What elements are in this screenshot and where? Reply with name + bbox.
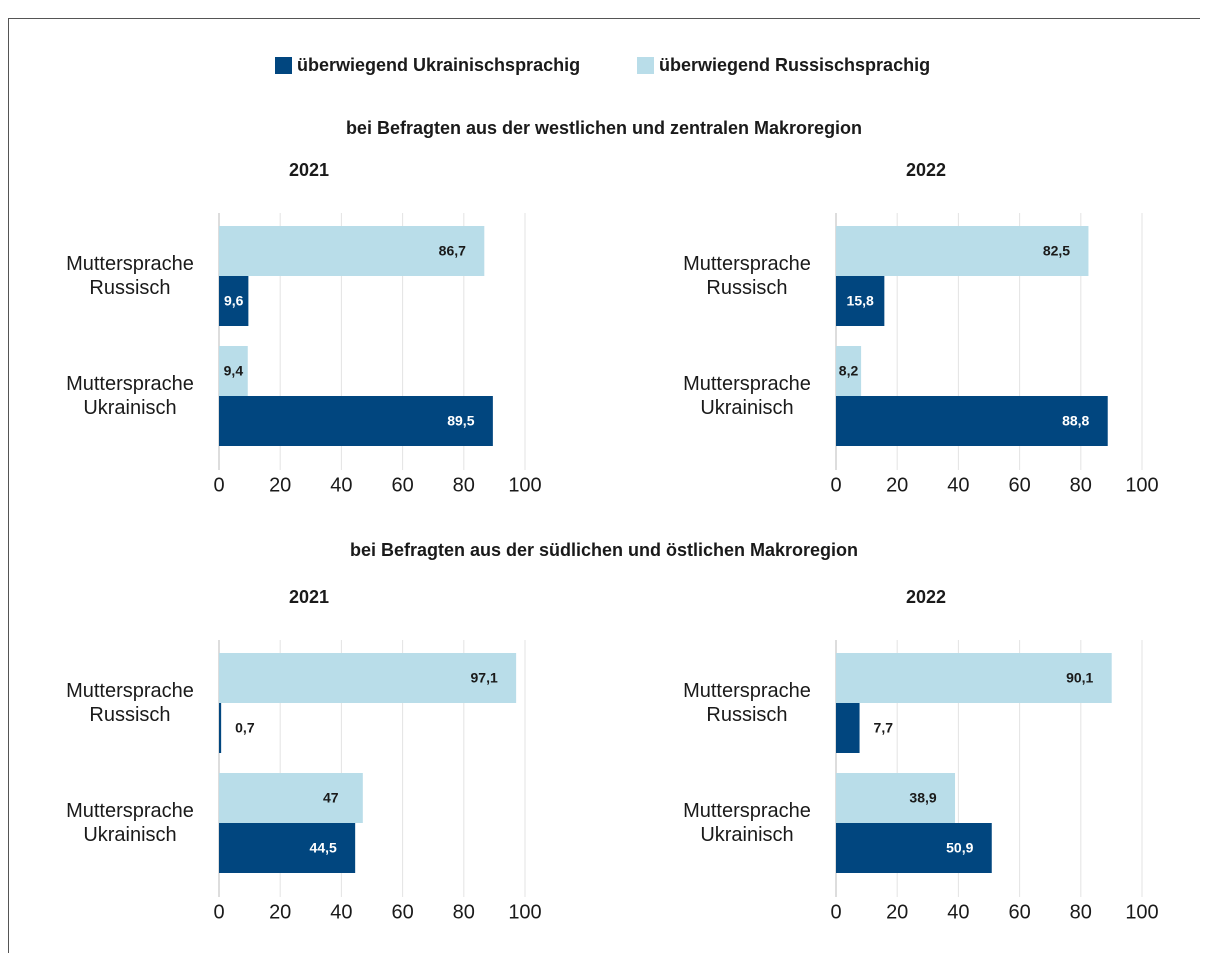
x-tick-label: 60 (391, 901, 413, 923)
x-tick-label: 40 (947, 901, 969, 923)
data-label: 0,7 (235, 720, 255, 736)
y-tick-label: Muttersprache Russisch (66, 680, 194, 726)
data-label: 88,8 (1062, 413, 1089, 429)
legend-swatch (637, 57, 654, 74)
bar (836, 703, 860, 753)
bar (219, 396, 493, 446)
legend-label: überwiegend Ukrainischsprachig (297, 55, 580, 75)
bar (219, 773, 363, 823)
bar (219, 653, 517, 703)
bar (836, 653, 1112, 703)
chart-title: 2021 (289, 160, 329, 180)
y-tick-label: Muttersprache Russisch (683, 253, 811, 299)
x-tick-label: 0 (830, 901, 841, 923)
x-tick-label: 100 (1125, 901, 1158, 923)
x-tick-label: 0 (213, 474, 224, 496)
x-tick-label: 80 (1070, 474, 1092, 496)
x-tick-label: 100 (508, 474, 541, 496)
bar (836, 773, 956, 823)
x-tick-label: 80 (453, 901, 475, 923)
section-heading: bei Befragten aus der westlichen und zen… (346, 118, 862, 138)
data-label: 9,6 (224, 293, 244, 309)
data-label: 7,7 (874, 720, 894, 736)
bar (836, 396, 1108, 446)
bar (219, 226, 485, 276)
data-label: 38,9 (909, 790, 936, 806)
bar (836, 823, 992, 873)
x-tick-label: 20 (886, 901, 908, 923)
x-tick-label: 0 (213, 901, 224, 923)
x-tick-label: 80 (453, 474, 475, 496)
y-tick-label: Muttersprache Ukrainisch (66, 373, 194, 419)
data-label: 47 (323, 790, 339, 806)
data-label: 50,9 (946, 840, 973, 856)
x-tick-label: 60 (391, 474, 413, 496)
bar (836, 226, 1089, 276)
frame (8, 18, 1200, 953)
x-tick-label: 0 (830, 474, 841, 496)
x-tick-label: 100 (1125, 474, 1158, 496)
x-tick-label: 20 (269, 901, 291, 923)
legend-swatch (275, 57, 292, 74)
bar (219, 823, 356, 873)
bar (836, 276, 885, 326)
data-label: 15,8 (847, 293, 874, 309)
x-tick-label: 20 (269, 474, 291, 496)
x-tick-label: 60 (1008, 901, 1030, 923)
data-label: 9,4 (224, 363, 244, 379)
x-tick-label: 40 (330, 474, 352, 496)
chart-title: 2021 (289, 587, 329, 607)
y-tick-label: Muttersprache Russisch (683, 680, 811, 726)
chart-title: 2022 (906, 587, 946, 607)
x-tick-label: 40 (947, 474, 969, 496)
data-label: 90,1 (1066, 670, 1093, 686)
x-tick-label: 60 (1008, 474, 1030, 496)
data-label: 82,5 (1043, 243, 1070, 259)
y-tick-label: Muttersprache Ukrainisch (66, 800, 194, 846)
section-heading: bei Befragten aus der südlichen und östl… (350, 540, 858, 560)
y-tick-label: Muttersprache Ukrainisch (683, 800, 811, 846)
data-label: 89,5 (447, 413, 474, 429)
data-label: 86,7 (439, 243, 466, 259)
data-label: 8,2 (839, 363, 859, 379)
chart-title: 2022 (906, 160, 946, 180)
x-tick-label: 80 (1070, 901, 1092, 923)
data-label: 97,1 (471, 670, 498, 686)
y-tick-label: Muttersprache Ukrainisch (683, 373, 811, 419)
x-tick-label: 20 (886, 474, 908, 496)
bar (219, 276, 249, 326)
bar (219, 346, 248, 396)
bar (219, 703, 222, 753)
y-tick-label: Muttersprache Russisch (66, 253, 194, 299)
x-tick-label: 40 (330, 901, 352, 923)
x-tick-label: 100 (508, 901, 541, 923)
legend-label: überwiegend Russischsprachig (659, 55, 930, 75)
data-label: 44,5 (310, 840, 337, 856)
bar (836, 346, 862, 396)
